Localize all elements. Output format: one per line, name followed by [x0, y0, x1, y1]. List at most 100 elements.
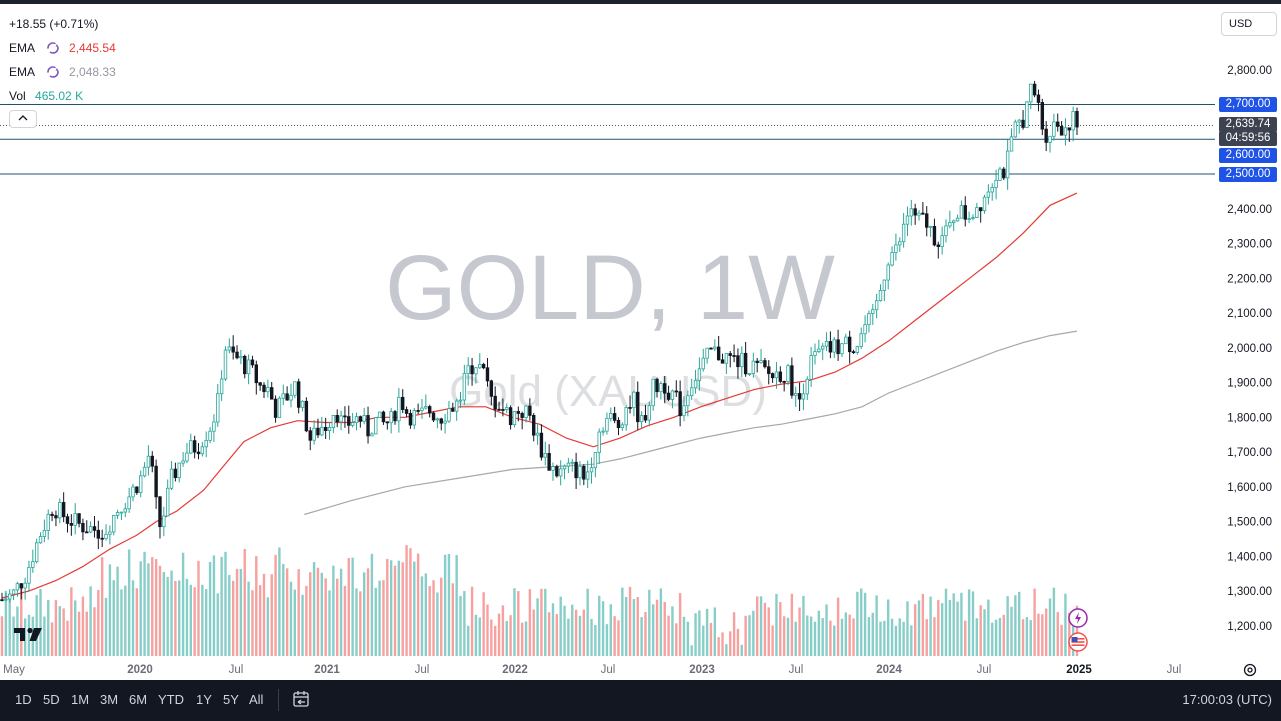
current-price-tag[interactable]: 2,639.74 [1219, 117, 1277, 132]
candle-body [327, 427, 332, 431]
volume-bar [651, 604, 655, 656]
volume-bar [863, 592, 867, 656]
candle-body [420, 407, 424, 411]
candle-body [227, 346, 232, 351]
chart-svg[interactable]: GOLD, 1W Gold (XAUUSD) 1,200.001,300.001… [0, 4, 1281, 684]
ema2-legend[interactable]: EMA 2,048.33 [9, 65, 116, 79]
volume-bar [755, 596, 759, 656]
range-5d-button[interactable]: 5D [43, 692, 60, 707]
candle-body [481, 364, 486, 369]
volume-bar [143, 551, 146, 656]
candle-body [701, 357, 705, 370]
volume-bar [655, 599, 659, 656]
level-tag-2600[interactable]: 2,600.00 [1219, 148, 1277, 163]
volume-bar [937, 599, 940, 656]
candles [0, 80, 1079, 603]
volume-legend[interactable]: Vol 465.02 K [9, 89, 83, 103]
range-1y-button[interactable]: 1Y [196, 692, 212, 707]
volume-bar [887, 599, 890, 656]
us-flag-icon[interactable] [1068, 632, 1088, 652]
candle-body [589, 467, 594, 473]
volume-bar [139, 561, 142, 656]
volume-bar [925, 619, 928, 656]
candle-body [443, 420, 447, 424]
candle-body [4, 598, 8, 601]
candle-body [8, 593, 12, 600]
x-tick-label: Jul [977, 664, 992, 676]
lightning-icon[interactable] [1068, 608, 1088, 628]
volume-bar [1029, 620, 1032, 656]
vol-label: Vol [9, 89, 26, 103]
x-tick-label: 2025 [1066, 664, 1092, 676]
collapse-legend-button[interactable] [9, 110, 37, 128]
currency-button[interactable]: USD [1221, 12, 1277, 36]
candle-body [844, 336, 848, 345]
volume-bar [933, 617, 936, 656]
candle-body [955, 217, 960, 222]
volume-bar [729, 631, 732, 656]
price-axis[interactable]: 1,200.00 1,300.00 1,400.00 1,500.00 1,600.00… [1227, 65, 1272, 633]
level-tag-2500[interactable]: 2,500.00 [1219, 167, 1277, 182]
range-1d-button[interactable]: 1D [15, 692, 32, 707]
volume-bar [359, 591, 362, 656]
candle-body [19, 583, 23, 589]
settings-icon[interactable] [1242, 662, 1258, 678]
volume-bar [648, 589, 651, 656]
range-all-button[interactable]: All [249, 692, 264, 707]
candle-body [551, 466, 555, 471]
range-5y-button[interactable]: 5Y [223, 692, 239, 707]
chart-area[interactable]: GOLD, 1W Gold (XAUUSD) 1,200.00 1,300.00 1… [0, 0, 1281, 680]
candle-body [720, 359, 725, 364]
candle-body [828, 341, 833, 353]
x-tick-label: May [3, 664, 25, 676]
ema1-value: 2,445.54 [69, 41, 116, 55]
volume-bar [844, 612, 848, 656]
candle-body [689, 387, 694, 397]
volume-bar [74, 600, 77, 656]
volume-bar [174, 580, 177, 656]
volume-bar [1060, 624, 1063, 656]
ema-sync-icon[interactable] [46, 65, 60, 79]
candle-body [736, 355, 740, 368]
volume-bar [663, 601, 666, 656]
ema-sync-icon[interactable] [46, 41, 60, 55]
collapse-chevron-icon [18, 115, 28, 121]
range-ytd-button[interactable]: YTD [158, 692, 184, 707]
volume-bar [420, 576, 424, 656]
range-1m-button[interactable]: 1M [71, 692, 90, 707]
candle-body [92, 526, 97, 531]
volume-bar [517, 591, 520, 656]
time-axis[interactable]: May 2020 Jul 2021 Jul 2022 Jul 2023 Jul 2024 Jul 20… [3, 664, 1181, 676]
ema2-value: 2,048.33 [69, 65, 116, 79]
calendar-icon[interactable] [291, 689, 311, 709]
volume-bar [813, 621, 817, 656]
candle-body [524, 405, 528, 418]
ema1-legend[interactable]: EMA 2,445.54 [9, 41, 116, 55]
volume-bar [482, 592, 485, 656]
volume-bar [27, 614, 31, 656]
candle-body [643, 415, 648, 421]
candle-body [1063, 127, 1068, 136]
volume-bar [940, 603, 944, 656]
volume-bar [667, 615, 670, 656]
volume-bar [524, 621, 528, 656]
volume-bar [709, 622, 713, 656]
range-6m-button[interactable]: 6M [129, 692, 148, 707]
candle-body [266, 387, 270, 393]
candle-body [293, 381, 297, 396]
candle-body [123, 508, 127, 513]
candle-body [370, 433, 374, 437]
volume-bar [224, 551, 227, 656]
candle-body [639, 415, 644, 423]
candle-body [1040, 102, 1045, 130]
level-tag-2700[interactable]: 2,700.00 [1219, 97, 1277, 112]
volume-bar [258, 585, 262, 656]
candle-body [173, 468, 178, 479]
utc-clock[interactable]: 17:00:03 (UTC) [1182, 692, 1272, 707]
candle-body [38, 536, 43, 544]
candle-body [362, 415, 366, 422]
volume-bar [416, 553, 420, 656]
range-3m-button[interactable]: 3M [100, 692, 119, 707]
candle-body [824, 341, 829, 347]
tradingview-logo[interactable] [12, 624, 44, 644]
